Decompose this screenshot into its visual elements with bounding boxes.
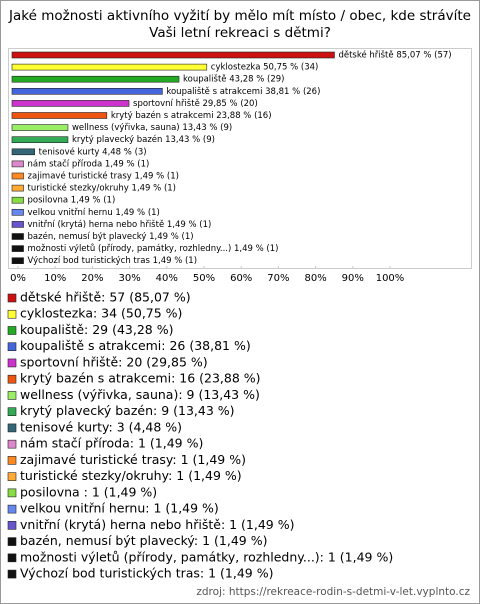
value-label: zajimavé turistické trasy 1,49 % (1) [28,171,179,182]
legend-swatch [7,293,17,303]
value-label: krytý bazén s atrakcemi 23,88 % (16) [111,110,272,121]
bar [11,136,69,143]
bar [11,209,24,216]
bar [11,75,180,83]
value-label: krytý plavecký bazén 13,43 % (9) [72,134,215,145]
bar [11,245,24,252]
legend-swatch [7,504,17,514]
legend-swatch [7,374,17,384]
bar [11,124,69,131]
legend-label: wellness (výřivka, sauna): 9 (13,43 %) [20,387,260,402]
bar [11,172,24,180]
legend-label: možnosti výletů (přírody, památky, rozhl… [20,549,393,564]
x-tick-label: 50% [193,273,215,284]
legend-label: vnitřní (krytá) herna nebo hřiště: 1 (1,… [20,517,295,532]
value-label: nám stačí příroda 1,49 % (1) [28,158,150,169]
legend-label: krytý plavecký bazén: 9 (13,43 %) [20,403,235,418]
bar [11,160,24,168]
legend-label: posilovna : 1 (1,49 %) [20,484,157,499]
bar [11,257,24,265]
legend-label: zajimavé turistické trasy: 1 (1,49 %) [20,452,246,467]
bar [11,100,130,107]
legend-label: velkou vnitřní hernu: 1 (1,49 %) [20,501,219,516]
x-tick-label: 10% [44,273,66,284]
plot-frame [8,48,472,269]
legend-label: Výchozí bod turistických tras: 1 (1,49 %… [20,566,273,581]
legend-label: cyklostezka: 34 (50,75 %) [20,306,182,321]
bar [11,112,108,119]
legend-label: tenisové kurty: 3 (4,48 %) [20,419,182,434]
x-tick-label: 90% [342,273,364,284]
value-label: wellness (výřivka, sauna) 13,43 % (9) [72,123,232,133]
value-label: velkou vnitřní hernu 1,49 % (1) [28,208,160,218]
legend-swatch [7,391,17,400]
legend-swatch [7,358,17,368]
value-label: tenisové kurty 4,48 % (3) [39,146,147,157]
chart-title: Vaši letní rekreaci s dětmi? [149,25,331,41]
legend-swatch [7,537,17,546]
legend-swatch [7,488,17,498]
legend-swatch [7,439,17,449]
legend-label: sportovní hřiště: 20 (29,85 %) [20,354,208,369]
value-label: Výchozí bod turistických tras 1,49 % (1) [28,256,198,266]
bar [11,88,163,95]
legend-swatch [7,553,17,563]
legend-swatch [7,342,17,352]
legend-swatch [7,569,17,579]
legend-label: krytý bazén s atrakcemi: 16 (23,88 %) [20,371,261,386]
chart-title: Jaké možnosti aktivního vyžití by mělo m… [8,8,471,24]
value-label: cyklostezka 50,75 % (34) [211,63,319,73]
x-tick-label: 40% [156,273,178,284]
value-label: sportovní hřiště 29,85 % (20) [133,98,258,109]
value-label: turistické stezky/okruhy 1,49 % (1) [28,183,176,194]
value-label: možnosti výletů (přírody, památky, rozhl… [28,243,279,254]
legend-swatch [7,326,17,335]
bar [11,148,35,156]
bar [11,51,335,59]
legend-swatch [7,407,17,416]
legend-swatch [7,521,17,530]
source: zdroj: https://rekreace-rodin-s-detmi-v-… [196,586,470,598]
x-tick-label: 100% [376,273,405,284]
x-tick-label: 0% [10,273,26,284]
legend-label: koupaliště s atrakcemi: 26 (38,81 %) [20,338,251,353]
bar [11,63,208,71]
x-tick-label: 80% [304,273,326,284]
value-label: dětské hřiště 85,07 % (57) [338,50,451,61]
bar [11,233,24,240]
value-label: vnitřní (krytá) herna nebo hřiště 1,49 %… [28,219,212,230]
bar [11,184,24,192]
value-label: koupaliště 43,28 % (29) [183,74,284,85]
legend-label: nám stačí příroda: 1 (1,49 %) [20,436,203,451]
legend-label: dětské hřiště: 57 (85,07 %) [20,290,191,305]
legend-swatch [7,423,17,433]
value-label: koupaliště s atrakcemi 38,81 % (26) [166,86,320,97]
x-tick-label: 70% [267,273,289,284]
legend-swatch [7,472,17,481]
value-label: posilovna 1,49 % (1) [28,196,116,206]
legend-swatch [7,456,17,465]
legend-label: koupaliště: 29 (43,28 %) [20,322,173,337]
legend-label: turistické stezky/okruhy: 1 (1,49 %) [20,468,242,483]
x-tick-label: 20% [81,273,103,284]
x-tick-label: 60% [230,273,252,284]
legend-label: bazén, nemusí být plavecký: 1 (1,49 %) [20,533,267,548]
bar [11,221,24,228]
x-tick-label: 30% [118,273,140,284]
bar [11,196,24,204]
legend-swatch [7,309,17,319]
value-label: bazén, nemusí být plavecký 1,49 % (1) [28,231,194,242]
